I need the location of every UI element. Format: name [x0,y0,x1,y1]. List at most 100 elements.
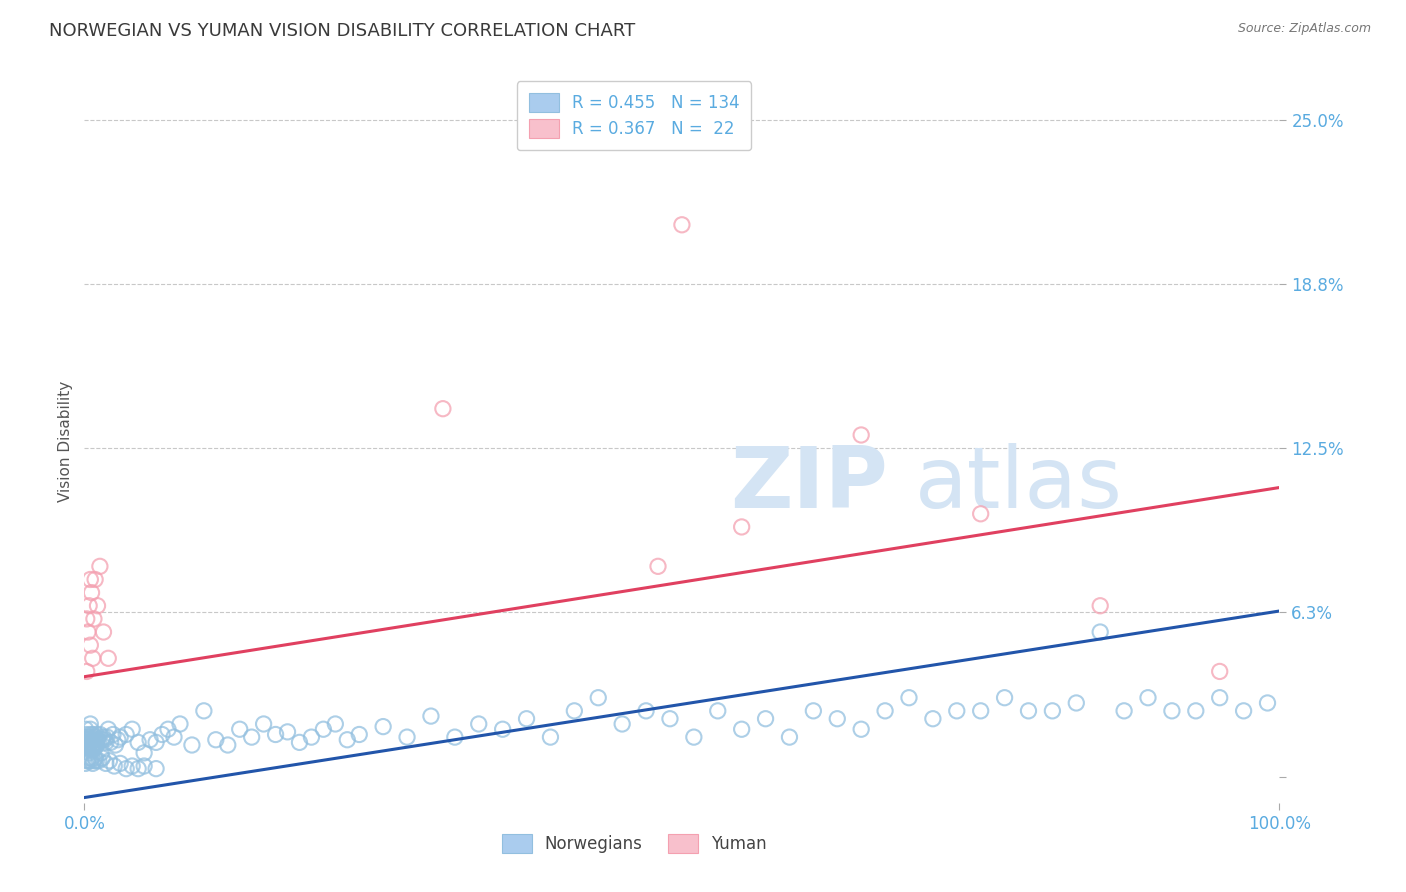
Point [1257,696,1279,710]
Point [420,709,443,723]
Point [86,738,108,752]
Point [97,723,120,737]
Point [80,738,103,752]
Point [93,732,115,747]
Point [803,704,825,718]
Point [77,599,100,613]
Point [82,651,104,665]
Point [444,730,467,744]
Point [110,756,132,771]
Point [77,738,100,752]
Point [922,712,945,726]
Point [540,730,562,744]
Point [79,754,101,768]
Point [104,738,127,752]
Point [80,751,103,765]
Legend: Norwegians, Yuman: Norwegians, Yuman [495,827,773,860]
Point [875,704,897,718]
Point [77,754,100,768]
Point [468,717,491,731]
Text: NORWEGIAN VS YUMAN VISION DISABILITY CORRELATION CHART: NORWEGIAN VS YUMAN VISION DISABILITY COR… [49,22,636,40]
Point [77,735,100,749]
Point [80,735,103,749]
Point [827,712,849,726]
Point [79,723,101,737]
Point [89,559,111,574]
Point [396,730,419,744]
Point [1137,690,1160,705]
Point [127,735,149,749]
Point [588,690,610,705]
Point [76,738,98,752]
Point [288,735,311,749]
Point [253,717,276,731]
Point [851,723,873,737]
Point [79,638,101,652]
Text: ZIP: ZIP [730,443,887,526]
Point [1066,696,1088,710]
Point [76,754,98,768]
Point [77,735,100,749]
Point [83,612,105,626]
Point [77,740,100,755]
Point [1161,704,1184,718]
Point [79,735,101,749]
Point [93,730,115,744]
Point [193,704,215,718]
Point [1018,704,1040,718]
Point [139,732,162,747]
Point [325,717,347,731]
Point [75,732,97,747]
Point [1090,625,1112,640]
Point [79,730,101,744]
Point [76,665,98,679]
Point [898,690,921,705]
Point [98,754,121,768]
Point [516,712,538,726]
Point [77,746,100,760]
Point [1114,704,1136,718]
Point [336,732,359,747]
Point [127,762,149,776]
Point [312,723,335,737]
Point [89,727,111,741]
Point [84,573,107,587]
Point [84,751,107,765]
Point [110,730,132,744]
Point [1209,690,1232,705]
Point [145,762,167,776]
Point [97,651,120,665]
Point [75,756,97,771]
Point [277,724,299,739]
Point [163,730,186,744]
Point [970,704,993,718]
Point [86,599,108,613]
Point [301,730,323,744]
Point [150,727,173,741]
Point [75,723,97,737]
Point [86,735,108,749]
Point [1185,704,1208,718]
Point [1233,704,1256,718]
Point [492,723,515,737]
Point [77,738,100,752]
Point [169,717,191,731]
Text: atlas: atlas [915,443,1123,526]
Point [103,759,125,773]
Point [82,743,104,757]
Point [349,727,371,741]
Point [707,704,730,718]
Point [121,723,143,737]
Point [91,751,114,765]
Point [612,717,634,731]
Point [77,625,100,640]
Point [432,401,454,416]
Point [946,704,969,718]
Point [647,559,669,574]
Point [731,723,754,737]
Point [77,732,100,747]
Point [84,730,107,744]
Point [79,573,101,587]
Point [731,520,754,534]
Point [970,507,993,521]
